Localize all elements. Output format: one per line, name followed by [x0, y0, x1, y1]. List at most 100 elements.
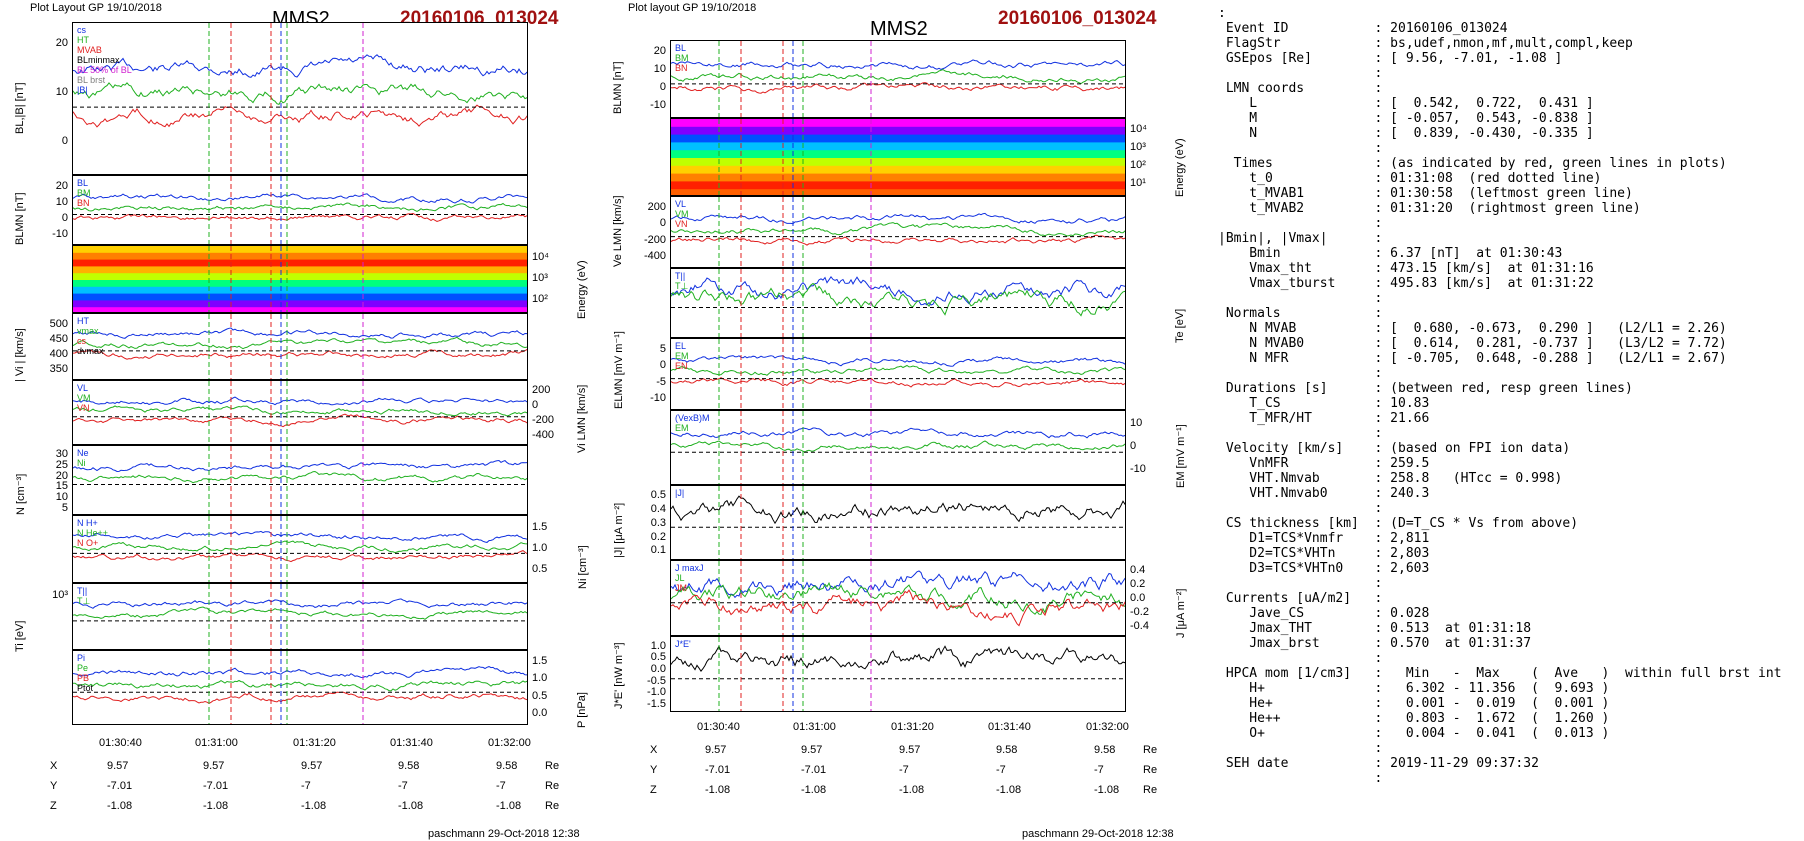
left-blmn-series-1 — [73, 202, 527, 212]
left-panel-ti: T|| T⊥ — [72, 583, 528, 650]
mid-coord-value: -1.08 — [705, 784, 731, 796]
left-vi-series-0 — [73, 327, 527, 339]
left-p-tick-label: 0.0 — [532, 706, 548, 719]
mid-velmn-legend-entry: VN — [675, 219, 688, 229]
mid-panel-blmn-plot — [671, 41, 1125, 117]
mid-coord-value: -7 — [1094, 764, 1104, 776]
left-coord-value: -7.01 — [203, 780, 229, 792]
mid-je-legend: J*E' — [675, 639, 691, 649]
mid-panel-velmn-plot — [671, 197, 1125, 267]
mid-header: Plot layout GP 19/10/2018 — [628, 2, 757, 14]
left-bl-tick-label: 10 — [55, 85, 68, 98]
left-panel-blmn: BL BM BN — [72, 175, 528, 245]
mid-te-legend-entry: T|| — [675, 271, 686, 281]
mid-velmn-tick-label: -400 — [643, 250, 666, 263]
left-p-legend-entry: PB — [77, 673, 90, 683]
left-p-series-0 — [73, 666, 527, 679]
left-coord-value: -1.08 — [203, 800, 229, 812]
info-line: FlagStr : bs,udef,nmon,mf,mult,compl,kee… — [1218, 36, 1633, 51]
left-coord-unit: Re — [545, 760, 560, 772]
left-panel-bl-plot — [73, 23, 527, 174]
left-n-legend: Ne Ni — [77, 448, 89, 468]
left-bl-series-1 — [73, 82, 527, 106]
left-panel-vilmn: VL VM VN — [72, 380, 528, 445]
mid-blmn-legend-entry: BN — [675, 63, 688, 73]
left-blmn-series-0 — [73, 193, 527, 204]
info-line: He++ : 0.803 - 1.672 ( 1.260 ) — [1218, 711, 1610, 726]
left-p-series-1 — [73, 679, 527, 692]
info-line: Times : (as indicated by red, green line… — [1218, 156, 1727, 171]
left-time-tick: 01:32:00 — [488, 737, 531, 749]
mid-elmn-tick-label: 5 — [659, 342, 666, 355]
info-line: : — [1218, 741, 1383, 756]
left-panel-bl: cs HT MVAB BLminmax BL 50% of BL BL brst |B| — [72, 22, 528, 175]
left-ni-tick-label: 1.0 — [532, 541, 548, 554]
mid-blmn-tick-label: 0 — [659, 81, 666, 94]
info-line: LMN coords : — [1218, 81, 1383, 96]
left-panel-p-plot — [73, 651, 527, 724]
mid-espec-tick-label: 10² — [1130, 159, 1146, 172]
mid-j-tick-label: 0.5 — [650, 489, 666, 502]
left-coord-value: -1.08 — [398, 800, 424, 812]
mid-je-series-0 — [671, 645, 1125, 672]
mid-espec-tick-label: 10³ — [1130, 141, 1146, 154]
mid-j-legend: |J| — [675, 488, 684, 498]
mid-blmn-tick-label: 10 — [653, 63, 666, 76]
mid-jlmn-tick-label: 0.2 — [1130, 578, 1146, 591]
mid-espec-tick-label: 10¹ — [1130, 177, 1146, 190]
mid-je-tick-label: -1.5 — [647, 697, 666, 710]
mid-time-tick: 01:31:40 — [988, 721, 1031, 733]
mid-jlmn-legend-entry: JL — [675, 573, 685, 583]
left-ni-tick-label: 1.5 — [532, 521, 548, 534]
mid-blmn-series-2 — [671, 82, 1125, 94]
mid-je-tick-label: -0.5 — [647, 674, 666, 687]
left-bl-series-2 — [73, 104, 527, 128]
mid-j-tick-label: 0.4 — [650, 502, 666, 515]
left-n-tick-label: 10 — [55, 490, 68, 503]
mid-coord-value: 9.58 — [996, 744, 1018, 756]
mid-title: MMS2 — [870, 18, 928, 40]
mid-blmn-legend: BL BM BN — [675, 43, 689, 73]
mid-velmn-legend: VL VM VN — [675, 199, 689, 229]
mid-espec-band — [671, 134, 1125, 144]
left-n-tick-label: 30 — [55, 448, 68, 461]
mid-em-ylabel: EM [mV m⁻¹] — [1175, 423, 1187, 488]
left-bl-legend: cs HT MVAB BLminmax BL 50% of BL BL brst |B| — [77, 25, 132, 95]
info-line: CS thickness [km] : (D=T_CS * Vs from ab… — [1218, 516, 1579, 531]
left-ti-legend-entry: T|| — [77, 586, 88, 596]
mid-coord-value: 9.57 — [705, 744, 727, 756]
mid-time-tick: 01:32:00 — [1086, 721, 1129, 733]
event-info-text: : Event ID : 20160106_013024 FlagStr : b… — [1218, 6, 1782, 786]
mid-coord-unit: Re — [1143, 744, 1158, 756]
left-ti-legend-entry: T⊥ — [77, 596, 91, 606]
mid-velmn-series-0 — [671, 212, 1125, 225]
left-blmn-tick-label: 10 — [55, 195, 68, 208]
mid-coord-label: Y — [650, 764, 658, 776]
left-bl-tick-label: 20 — [55, 36, 68, 49]
mid-velmn-series-2 — [671, 234, 1125, 246]
left-p-tick-label: 0.5 — [532, 689, 548, 702]
left-ni-legend-entry: N O+ — [77, 538, 99, 548]
left-vilmn-tick-label: 200 — [532, 384, 551, 397]
mid-te-ylabel: Te [eV] — [1174, 308, 1186, 343]
info-line: He+ : 0.001 - 0.019 ( 0.001 ) — [1218, 696, 1610, 711]
mid-jlmn-legend-entry: J maxJ — [675, 563, 704, 573]
mid-em-legend-entry: EM — [675, 423, 689, 433]
mid-panel-em-plot — [671, 411, 1125, 484]
left-panel-ti-plot — [73, 584, 527, 649]
mid-coord-value: -7.01 — [801, 764, 827, 776]
left-n-tick-label: 15 — [55, 480, 68, 493]
mid-panel-j: |J| — [670, 485, 1126, 560]
mid-coord-value: -1.08 — [1094, 784, 1120, 796]
mid-jlmn-ylabel: J [μA m⁻²] — [1175, 588, 1187, 638]
mid-em-legend-entry: (VexB)M — [675, 413, 710, 423]
left-coord-value: 9.58 — [496, 760, 518, 772]
info-line: Normals : — [1218, 306, 1383, 321]
left-bl-legend-entry: cs — [77, 25, 86, 35]
left-p-legend-entry: Ptot — [77, 683, 94, 693]
mid-te-legend: T|| T⊥ — [675, 271, 688, 291]
info-line: Jmax_THT : 0.513 at 01:31:18 — [1218, 621, 1532, 636]
mid-elmn-legend-entry: EL — [675, 341, 687, 351]
left-coord-value: -7.01 — [107, 780, 133, 792]
mid-velmn-legend-entry: VL — [675, 199, 687, 209]
